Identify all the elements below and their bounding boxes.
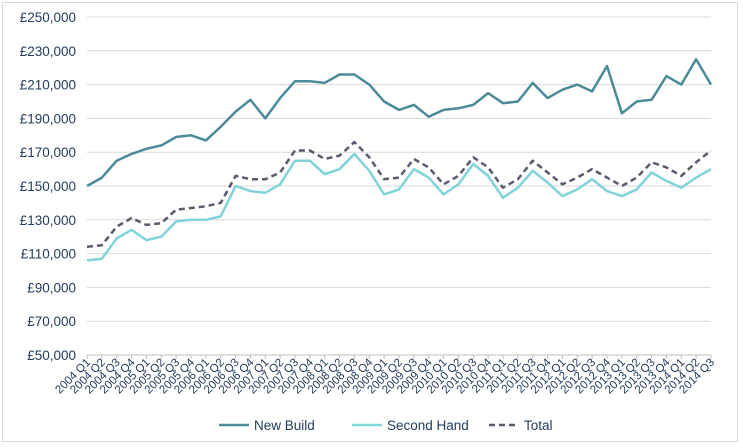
y-tick-label: £150,000 [20,179,76,194]
legend: New Build Second Hand Total [219,418,553,433]
series-lines [86,58,713,262]
legend-label: New Build [254,418,315,433]
y-tick-label: £110,000 [21,247,76,262]
line-chart: £50,000 £70,000 £90,000 £110,000 £130,000 £15… [20,10,717,433]
legend-label: Total [524,418,553,433]
series-line-total [86,140,712,249]
chart-frame: £50,000 £70,000 £90,000 £110,000 £130,000 £15… [2,2,738,442]
y-tick-label: £190,000 [20,111,76,126]
legend-label: Second Hand [387,418,469,433]
y-tick-label: £50,000 [27,348,76,363]
y-tick-label: £70,000 [27,314,76,329]
y-tick-label: £250,000 [20,10,76,25]
series-line-new-build [86,58,713,188]
y-tick-label: £130,000 [20,213,76,228]
y-axis: £50,000 £70,000 £90,000 £110,000 £130,000 £15… [20,10,76,363]
y-tick-label: £230,000 [20,44,76,59]
y-tick-label: £210,000 [20,78,76,93]
gridlines [87,16,711,356]
y-tick-label: £90,000 [27,280,76,295]
y-tick-label: £170,000 [20,145,76,160]
series-line-second-hand [86,152,712,262]
